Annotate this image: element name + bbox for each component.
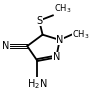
- Text: CH$_3$: CH$_3$: [72, 28, 90, 41]
- Text: N: N: [53, 52, 60, 63]
- Text: N: N: [2, 41, 9, 51]
- Text: S: S: [36, 16, 42, 26]
- Text: N: N: [56, 35, 63, 45]
- Text: H$_2$N: H$_2$N: [27, 78, 48, 91]
- Text: CH$_3$: CH$_3$: [54, 2, 71, 15]
